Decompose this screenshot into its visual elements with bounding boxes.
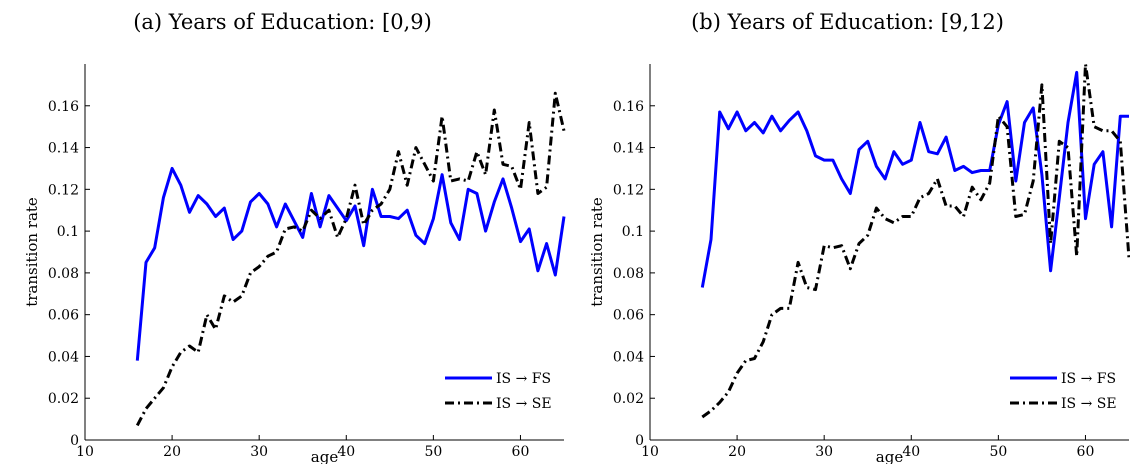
legend-label-is-fs-b: IS → FS	[1061, 371, 1116, 387]
series-line-is-se-a	[135, 91, 566, 427]
x-tick-label-b: 10	[641, 444, 659, 460]
chart-title-a: (a) Years of Education: [0,9)	[133, 10, 432, 34]
y-tick-label-b: 0.04	[613, 349, 644, 365]
chart-title-b: (b) Years of Education: [9,12)	[691, 10, 1004, 34]
x-tick-label-b: 30	[815, 444, 833, 460]
y-tick-label-b: 0.16	[613, 99, 644, 115]
series-line-is-fs-b	[700, 70, 1129, 288]
line-chart-a: 0 0.02 0.04 0.06 0.08 0.1 0.12 0.14 0.16 10 20 30 40…	[23, 64, 566, 464]
y-tick-label-b: 0	[635, 433, 644, 449]
legend-label-is-se-a: IS → SE	[496, 396, 552, 412]
y-tick-label-a: 0.06	[48, 308, 79, 324]
y-tick-label-a: 0	[70, 433, 79, 449]
y-tick-label-a: 0.16	[48, 99, 79, 115]
series-line-is-fs-a	[135, 166, 566, 361]
x-tick-label-a: 20	[163, 444, 181, 460]
x-tick-label-a: 10	[76, 444, 94, 460]
x-tick-label-b: 40	[902, 444, 920, 460]
y-tick-label-b: 0.06	[613, 308, 644, 324]
y-tick-label-b: 0.02	[613, 391, 644, 407]
y-tick-label-b: 0.08	[613, 266, 644, 282]
x-tick-label-b: 60	[1077, 444, 1095, 460]
y-tick-label-a: 0.04	[48, 349, 79, 365]
chart-panel-b: (b) Years of Education: [9,12) 0 0.02 0.04…	[565, 0, 1130, 464]
y-tick-label-a: 0.1	[57, 224, 79, 240]
x-tick-label-a: 50	[424, 444, 442, 460]
line-chart-b: 0 0.02 0.04 0.06 0.08 0.1 0.12 0.14 0.16 10 20 30 40…	[588, 62, 1130, 464]
y-tick-label-a: 0.12	[48, 182, 79, 198]
y-tick-label-a: 0.08	[48, 266, 79, 282]
x-axis-label-b: age	[876, 448, 904, 464]
y-tick-label-b: 0.1	[622, 224, 644, 240]
y-axis-label-a: transition rate	[23, 197, 41, 307]
x-tick-label-a: 40	[337, 444, 355, 460]
x-axis-label-a: age	[311, 448, 339, 464]
y-axis-label-b: transition rate	[588, 197, 606, 307]
x-tick-label-b: 50	[989, 444, 1007, 460]
legend-label-is-fs-a: IS → FS	[496, 371, 551, 387]
y-tick-label-a: 0.14	[48, 141, 79, 157]
legend-label-is-se-b: IS → SE	[1061, 396, 1117, 412]
y-tick-label-b: 0.14	[613, 141, 644, 157]
chart-panel-a: (a) Years of Education: [0,9) 0 0.02 0.04 0…	[23, 10, 566, 464]
series-line-is-se-b	[701, 62, 1130, 419]
x-tick-label-b: 20	[728, 444, 746, 460]
x-tick-label-a: 60	[512, 444, 530, 460]
y-tick-label-b: 0.12	[613, 182, 644, 198]
x-tick-label-a: 30	[250, 444, 268, 460]
y-tick-label-a: 0.02	[48, 391, 79, 407]
